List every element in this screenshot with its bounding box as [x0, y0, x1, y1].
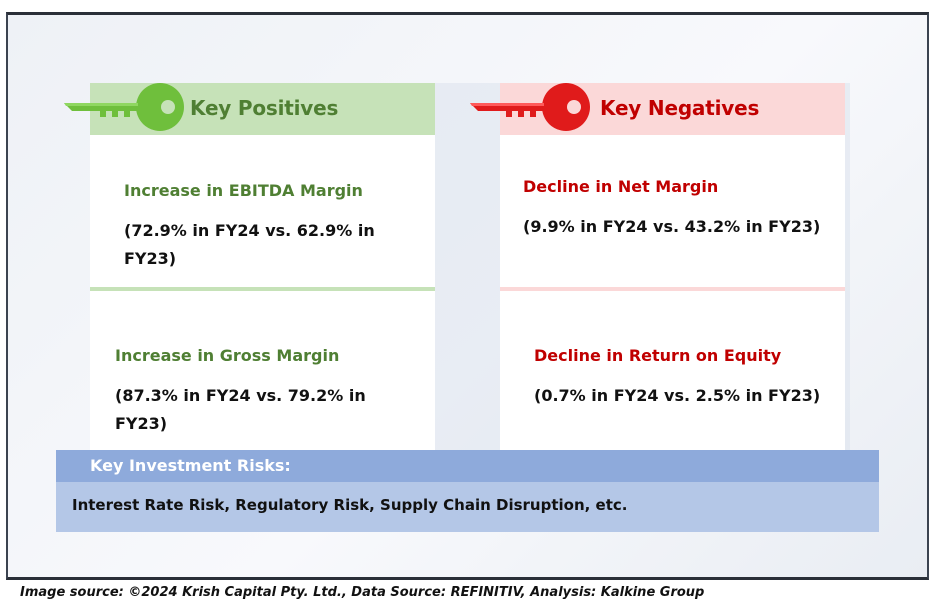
positive-metric-2-detail: (87.3% in FY24 vs. 79.2% in FY23)	[115, 386, 366, 433]
infographic-frame: Key Positives Key Negatives Increase in …	[6, 12, 929, 580]
negative-metric-1-detail: (9.9% in FY24 vs. 43.2% in FY23)	[523, 217, 821, 236]
positive-card-2	[90, 291, 435, 451]
positive-metric-2-title: Increase in Gross Margin	[115, 346, 340, 365]
risks-title: Key Investment Risks:	[90, 456, 291, 475]
image-source-caption: Image source: ©2024 Krish Capital Pty. L…	[20, 585, 705, 600]
negative-metric-1-title: Decline in Net Margin	[523, 177, 719, 196]
red-key-icon	[470, 83, 590, 131]
negative-metric-2-detail: (0.7% in FY24 vs. 2.5% in FY23)	[534, 386, 821, 405]
negative-separator	[500, 287, 845, 291]
positive-card-1	[90, 135, 435, 287]
risks-header: Key Investment Risks:	[56, 450, 879, 482]
negative-card-1	[500, 135, 845, 287]
negatives-title: Key Negatives	[600, 96, 760, 120]
green-key-icon	[64, 83, 184, 131]
risks-text: Interest Rate Risk, Regulatory Risk, Sup…	[72, 496, 628, 514]
positives-title: Key Positives	[190, 96, 339, 120]
negative-metric-2-title: Decline in Return on Equity	[534, 346, 782, 365]
risks-body: Interest Rate Risk, Regulatory Risk, Sup…	[56, 482, 879, 532]
negative-card-2	[500, 291, 845, 451]
positive-metric-1-detail: (72.9% in FY24 vs. 62.9% in FY23)	[124, 221, 375, 268]
positive-metric-1-title: Increase in EBITDA Margin	[124, 181, 363, 200]
positive-separator	[90, 287, 435, 291]
